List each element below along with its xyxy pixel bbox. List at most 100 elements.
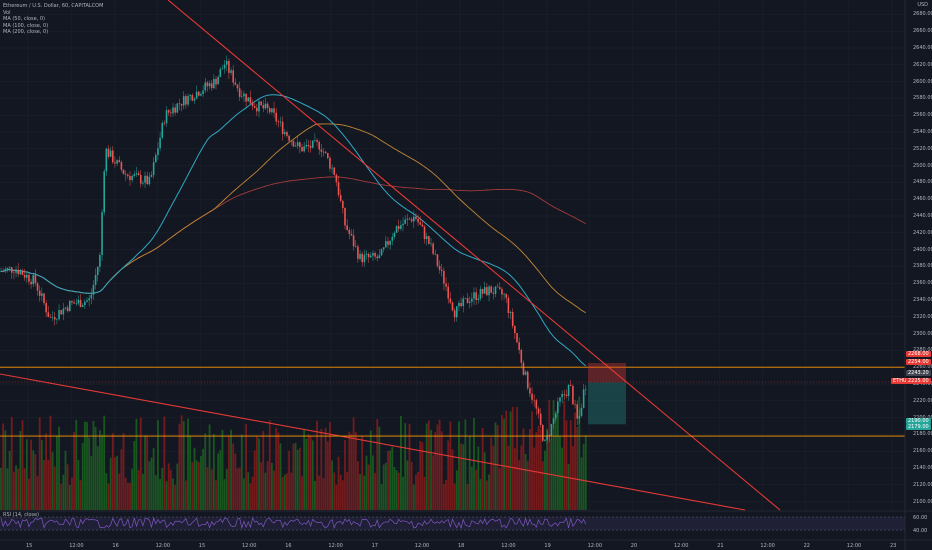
volume-bar (363, 475, 366, 510)
volume-bar (333, 472, 336, 510)
candle-body (501, 288, 503, 295)
volume-bar (66, 464, 69, 510)
candle-body (66, 307, 69, 312)
candle-body (505, 293, 508, 298)
volume-bar (101, 434, 103, 510)
volume-bar (146, 435, 149, 510)
candle-body (202, 90, 204, 95)
volume-bar (111, 433, 114, 510)
rsi-label[interactable]: RSI (14, close) (3, 512, 40, 518)
volume-bar (126, 482, 129, 510)
candle-body (421, 224, 424, 227)
symbol-label[interactable]: Ethereum / U.S. Dollar, 60, CAPITALCOM (3, 3, 104, 9)
volume-bar (268, 420, 271, 510)
rsi-axis-label: 60.00 (913, 515, 928, 521)
volume-bar (298, 447, 301, 510)
volume-bar (477, 446, 480, 510)
volume-bar (240, 434, 243, 510)
price-axis-label: 2300.00 (913, 330, 932, 337)
candle-body (264, 103, 267, 109)
candle-body (320, 149, 323, 152)
candle-body (206, 82, 209, 87)
volume-bar (453, 483, 456, 510)
ethusd-tag: ETHUSD (891, 378, 916, 384)
candle-body (49, 317, 52, 318)
candle-body (574, 404, 576, 405)
candle-body (499, 287, 501, 289)
volume-bar (309, 435, 312, 510)
candle-body (62, 308, 65, 315)
volume-bar (488, 474, 490, 510)
volume-bar (249, 483, 252, 510)
volume-bar (434, 432, 437, 510)
candle-body (423, 226, 426, 239)
candle-body (329, 157, 331, 169)
candle-body (176, 103, 179, 113)
volume-bar (277, 432, 280, 510)
volume-bar (507, 445, 510, 510)
candle-body (365, 253, 368, 255)
candle-body (305, 144, 308, 147)
ma50-label[interactable]: MA (50, close, 0) (3, 16, 46, 22)
candle-body (522, 362, 525, 375)
candle-body (430, 243, 432, 245)
volume-bar (32, 450, 35, 510)
candle-body (198, 91, 200, 96)
candle-body (172, 107, 174, 114)
resistance-trendline (167, 0, 781, 511)
candle-body (260, 101, 262, 106)
time-axis-label: 22 (803, 543, 810, 549)
candle-body (449, 298, 452, 303)
volume-bar (217, 453, 220, 510)
candle-body (73, 302, 75, 304)
candle-body (69, 300, 71, 312)
volume-bar (567, 463, 570, 510)
volume-bar (440, 431, 443, 510)
time-axis-label: 12:00 (846, 543, 862, 549)
volume-bar (288, 450, 290, 510)
price-tag-red2: 2254.00 (906, 359, 931, 365)
vol-label[interactable]: Vol (3, 9, 11, 16)
volume-bar (228, 436, 230, 510)
candle-body (445, 283, 447, 287)
candle-body (333, 167, 336, 175)
volume-bar (45, 433, 48, 510)
volume-bar (75, 419, 78, 510)
candle-body (249, 97, 252, 104)
volume-bar (501, 415, 503, 510)
price-tag-green: 2190.00 (906, 418, 931, 424)
candle-body (311, 140, 314, 148)
volume-bar (513, 448, 516, 510)
volume-bar (279, 443, 282, 510)
candle-body (266, 103, 269, 109)
volume-bar (529, 429, 531, 510)
volume-bar (286, 473, 288, 510)
candle-body (161, 122, 164, 138)
candle-body (572, 385, 574, 405)
candle-body (30, 281, 32, 285)
candle-body (230, 70, 232, 73)
candle-body (374, 253, 376, 257)
volume-bar (243, 478, 245, 510)
ma100-label[interactable]: MA (100, close, 0) (3, 22, 49, 29)
price-axis-label: 2440.00 (913, 213, 932, 219)
volume-bar (169, 469, 172, 510)
volume-bar (17, 468, 20, 510)
volume-bar (56, 436, 58, 510)
candle-body (219, 69, 222, 77)
candle-body (10, 267, 13, 273)
candle-body (96, 266, 99, 276)
volume-bar (73, 432, 75, 510)
volume-bar (492, 445, 495, 510)
candle-body (204, 82, 207, 91)
volume-bar (483, 452, 486, 510)
volume-bar (148, 461, 151, 510)
candle-body (391, 236, 394, 241)
ma200-label[interactable]: MA (200, close, 0) (3, 29, 49, 35)
volume-bar (131, 468, 134, 510)
candle-body (468, 301, 471, 303)
candle-body (294, 145, 297, 147)
volume-bar (548, 399, 551, 510)
